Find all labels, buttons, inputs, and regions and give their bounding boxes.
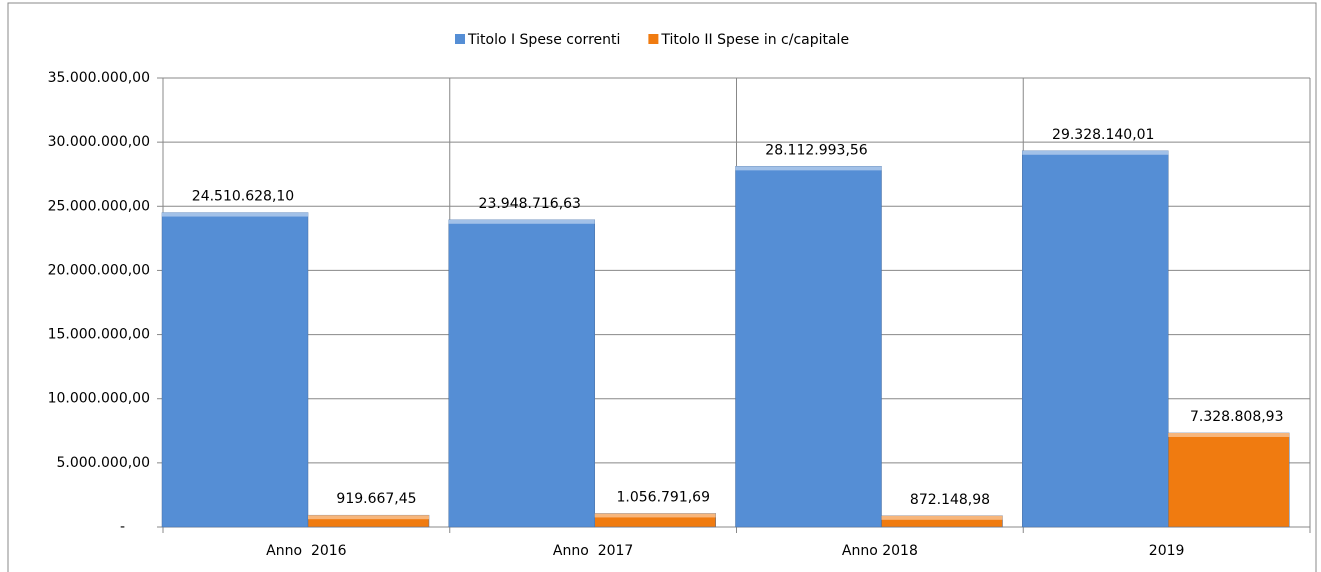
legend-label: Titolo I Spese correnti (467, 32, 620, 48)
legend-label: Titolo II Spese in c/capitale (660, 32, 849, 48)
bar-highlight (594, 513, 716, 518)
y-tick-label: 15.000.000,00 (48, 327, 150, 343)
y-tick-label: 5.000.000,00 (56, 455, 150, 471)
bar-highlight (1168, 432, 1290, 437)
legend-swatch (455, 34, 465, 44)
bar-highlight (162, 212, 308, 217)
bar (161, 212, 309, 528)
value-label: 1.056.791,69 (616, 489, 710, 505)
y-tick-label: 35.000.000,00 (48, 70, 150, 86)
bar-highlight (448, 219, 595, 224)
value-label: 23.948.716,63 (479, 196, 581, 212)
x-tick-label: Anno 2016 (266, 543, 347, 559)
bar-highlight (881, 515, 1003, 520)
bar (735, 166, 882, 528)
value-label: 872.148,98 (910, 492, 990, 508)
y-tick-label: 25.000.000,00 (48, 198, 150, 214)
x-tick-label: 2019 (1149, 543, 1185, 559)
x-tick-label: Anno 2018 (842, 543, 918, 559)
y-tick-label: 20.000.000,00 (48, 262, 150, 278)
bar-highlight (1022, 150, 1169, 155)
value-label: 24.510.628,10 (192, 189, 294, 205)
value-label: 7.328.808,93 (1190, 409, 1284, 425)
bar (1168, 432, 1290, 528)
x-tick-label: Anno 2017 (553, 543, 633, 559)
value-label: 29.328.140,01 (1052, 127, 1154, 143)
bar (448, 219, 595, 528)
bar (1022, 150, 1169, 528)
y-tick-label: - (120, 519, 125, 535)
bar-highlight (735, 166, 882, 171)
bar-highlight (308, 515, 429, 520)
y-tick-label: 10.000.000,00 (48, 391, 150, 407)
legend-swatch (648, 34, 659, 44)
y-tick-label: 30.000.000,00 (48, 134, 150, 150)
value-label: 28.112.993,56 (765, 142, 868, 158)
value-label: 919.667,45 (336, 491, 416, 507)
